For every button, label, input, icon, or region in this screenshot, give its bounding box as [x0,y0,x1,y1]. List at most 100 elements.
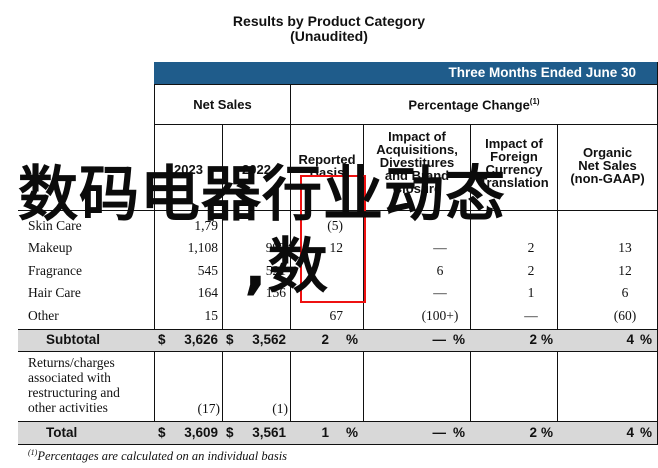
col-reported-l1: Reported [298,152,356,167]
vrule [470,124,471,444]
subtotal-cur-2023: $ [158,332,166,347]
col-acq-l2: Acquisitions, [376,142,458,157]
row-y2022: 993 [265,240,286,255]
footnote-text: Percentages are calculated on an individ… [37,449,288,464]
row-label: Other [28,308,59,323]
row-y2023: 15 [204,308,219,323]
row-reported: (5) [327,218,343,233]
row-label: Makeup [28,240,73,255]
footnote-mark: (1) [28,448,38,457]
total-2022: 3,561 [252,425,286,440]
rule [154,124,658,125]
vrule [557,124,558,444]
footnote: (1)Percentages are calculated on an indi… [28,448,287,464]
subtotal-fx-pct: % [541,332,554,347]
rule [18,444,658,445]
overlay-red-box [300,175,366,303]
vrule [222,124,223,444]
row-acq: 6 [436,263,444,278]
row-organic: 13 [618,240,632,255]
col-acq-l1: Impact of [388,129,446,144]
row-fx: 2 [527,240,535,255]
total-cur-2023: $ [158,425,166,440]
pct-change-label: Percentage Change [408,97,530,113]
col-fx-l1: Impact of [485,136,543,151]
rule [18,421,658,422]
row-y2023: 164 [197,285,218,300]
row-reported: 12 [329,240,344,255]
subtotal-reported-pct: % [346,332,359,347]
subtotal-row [18,330,657,351]
returns-label-l3: restructuring and [28,385,120,400]
period-header: Three Months Ended June 30 [154,62,658,84]
row-label: Skin Care [28,218,82,233]
total-organic: 4 [626,425,634,440]
total-fx-pct: % [541,425,554,440]
returns-2022: (1) [272,401,288,416]
returns-2023: (17) [197,401,221,416]
row-fx: 2 [527,263,535,278]
subtotal-organic-pct: % [640,332,653,347]
subtotal-reported: 2 [321,332,329,347]
rule [18,351,658,352]
vrule [154,84,155,444]
row-reported: 67 [329,308,344,323]
col-organic-l3: (non-GAAP) [570,171,645,186]
rule [18,329,658,330]
total-acq-pct: % [453,425,466,440]
col-fx-l4: Translation [479,175,549,190]
total-row [18,422,657,444]
subtotal-acq-pct: % [453,332,466,347]
subtotal-2022: 3,562 [252,332,286,347]
pct-change-mark: (1) [529,97,540,106]
row-acq: (100+) [421,308,459,323]
report-title-line1: Results by Product Category [232,13,426,29]
col-organic: Organic Net Sales (non-GAAP) [558,146,657,185]
row-y2022: 521 [265,263,286,278]
returns-label-l2: associated with [28,370,111,385]
pct-change-header: Percentage Change(1) [291,97,657,112]
col-2023: 2023 [174,162,203,177]
col-2022: 2022 [242,162,271,177]
row-acq: — [433,285,447,300]
overlay-headline: 数码电器行业动态 [18,160,506,230]
report-title: Results by Product Category (Unaudited) [0,14,658,44]
total-organic-pct: % [640,425,653,440]
row-label: Fragrance [28,263,82,278]
row-organic: 12 [618,263,632,278]
returns-label-l1: Returns/charges [28,355,115,370]
row-fx: — [524,308,538,323]
period-header-text: Three Months Ended June 30 [448,65,636,80]
subtotal-label: Subtotal [46,332,100,347]
subtotal-organic: 4 [626,332,634,347]
overlay-subtext: ,数 [244,232,329,302]
row-y2023: 1,108 [187,240,218,255]
subtotal-fx: 2 [529,332,537,347]
row-y2022: 156 [265,285,286,300]
row-acq: — [433,240,447,255]
total-fx: 2 [529,425,537,440]
returns-label: Returns/charges associated with restruct… [28,355,120,415]
row-organic: 6 [621,285,629,300]
subtotal-2023: 3,626 [184,332,218,347]
vrule [363,124,364,444]
total-cur-2022: $ [226,425,234,440]
report-title-line2: (Unaudited) [290,28,368,44]
col-acq-l3: Divestitures [379,155,455,170]
row-fx: 1 [527,285,535,300]
col-organic-l2: Net Sales [578,158,637,173]
row-organic: (60) [613,308,637,323]
col-acq-l4: and Brand [384,168,450,183]
col-organic-l1: Organic [582,145,633,160]
row-y2023: 1,79 [194,218,218,233]
total-acq: — [432,425,447,440]
rule [154,84,658,85]
rule [18,210,658,211]
col-acq: Impact of Acquisitions, Divestitures and… [364,130,470,195]
vrule [290,84,291,444]
net-sales-header: Net Sales [193,97,252,112]
col-fx: Impact of Foreign Currency Translation [471,137,557,189]
subtotal-cur-2022: $ [226,332,234,347]
total-reported-pct: % [346,425,359,440]
col-acq-l5: Closure [392,181,442,196]
